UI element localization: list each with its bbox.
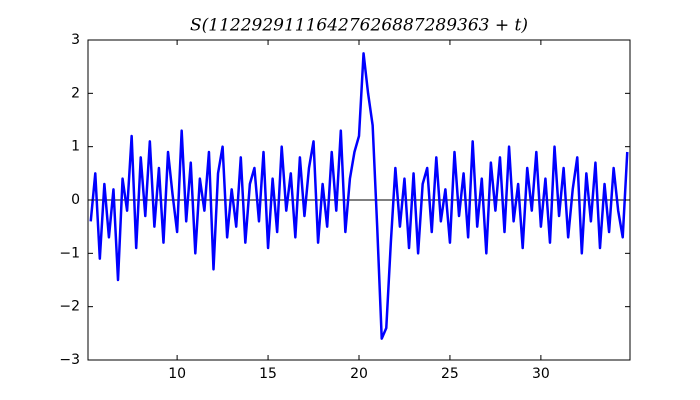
y-tick-label: 1 — [71, 139, 80, 155]
y-tick-label: 2 — [71, 85, 80, 101]
x-tick-label: 25 — [441, 366, 459, 382]
x-tick-label: 15 — [259, 366, 277, 382]
x-tick-label: 10 — [168, 366, 186, 382]
y-tick-label: −1 — [59, 245, 80, 261]
y-tick-label: −2 — [59, 299, 80, 315]
y-tick-label: 0 — [71, 192, 80, 208]
x-tick-label: 30 — [532, 366, 550, 382]
chart-title: S(11229291116427626887289363 + t) — [190, 16, 528, 36]
data-line — [89, 52, 629, 340]
y-tick-label: −3 — [59, 352, 80, 368]
y-tick-label: 3 — [71, 32, 80, 48]
x-tick-label: 20 — [350, 366, 368, 382]
